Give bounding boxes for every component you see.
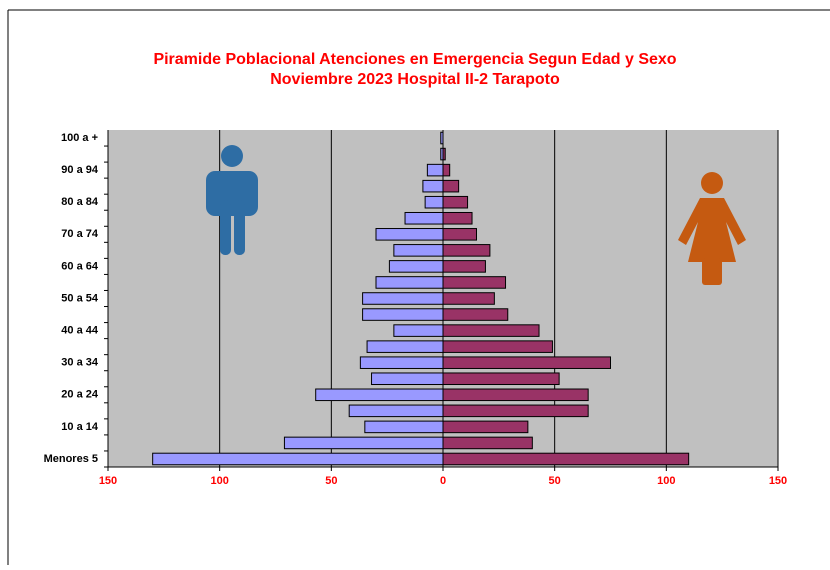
female-icon — [678, 172, 746, 285]
bar — [424, 195, 444, 209]
bar — [442, 308, 509, 321]
y-tick-label: 100 a + — [61, 132, 98, 144]
bar — [375, 276, 444, 289]
y-tick-label: 90 a 94 — [61, 164, 99, 176]
bar — [366, 340, 444, 353]
bar — [315, 388, 444, 402]
bar — [442, 195, 469, 209]
y-tick-label: 50 a 54 — [61, 292, 99, 304]
bar — [442, 211, 473, 225]
y-tick-label: Menores 5 — [44, 453, 98, 465]
bar — [359, 356, 444, 369]
bar — [393, 244, 444, 257]
chart-title: Piramide Poblacional Atenciones en Emerg… — [153, 51, 676, 68]
y-tick-label: 30 a 34 — [61, 357, 99, 369]
bar — [442, 244, 491, 257]
bar — [442, 388, 589, 402]
x-tick-label: 0 — [440, 475, 446, 487]
bar — [426, 163, 444, 177]
bar — [442, 356, 611, 369]
x-tick-label: 100 — [210, 475, 228, 487]
bar — [440, 131, 444, 145]
y-tick-label: 40 a 44 — [61, 325, 99, 337]
bar — [442, 372, 560, 386]
bar — [442, 276, 507, 289]
bar — [442, 340, 553, 353]
y-tick-label: 60 a 64 — [61, 260, 99, 272]
bar — [362, 308, 444, 321]
bar — [442, 404, 589, 418]
y-tick-label: 80 a 84 — [61, 196, 99, 208]
bar — [442, 163, 451, 177]
y-tick-label: 10 a 14 — [61, 421, 99, 433]
bar — [442, 292, 495, 305]
bar — [283, 436, 444, 450]
bar — [442, 420, 529, 434]
bar — [422, 179, 444, 193]
bar — [442, 179, 460, 193]
bar — [404, 211, 444, 225]
bar — [442, 228, 477, 241]
y-tick-label: 70 a 74 — [61, 228, 99, 240]
bar — [388, 260, 444, 273]
bar — [364, 420, 444, 434]
x-tick-label: 150 — [99, 475, 117, 487]
bar — [348, 404, 444, 418]
male-icon — [206, 145, 258, 255]
x-tick-label: 150 — [769, 475, 787, 487]
x-tick-label: 50 — [549, 475, 561, 487]
bar — [393, 324, 444, 337]
bar — [442, 436, 533, 450]
bar — [375, 228, 444, 241]
bar — [442, 452, 690, 466]
bar — [442, 324, 540, 337]
bar — [152, 452, 444, 466]
x-tick-label: 50 — [325, 475, 337, 487]
bar — [442, 147, 446, 161]
chart-subtitle: Noviembre 2023 Hospital II-2 Tarapoto — [270, 71, 560, 88]
bar — [362, 292, 444, 305]
bar — [442, 260, 486, 273]
x-tick-label: 100 — [657, 475, 675, 487]
bar — [371, 372, 444, 386]
y-tick-label: 20 a 24 — [61, 389, 99, 401]
